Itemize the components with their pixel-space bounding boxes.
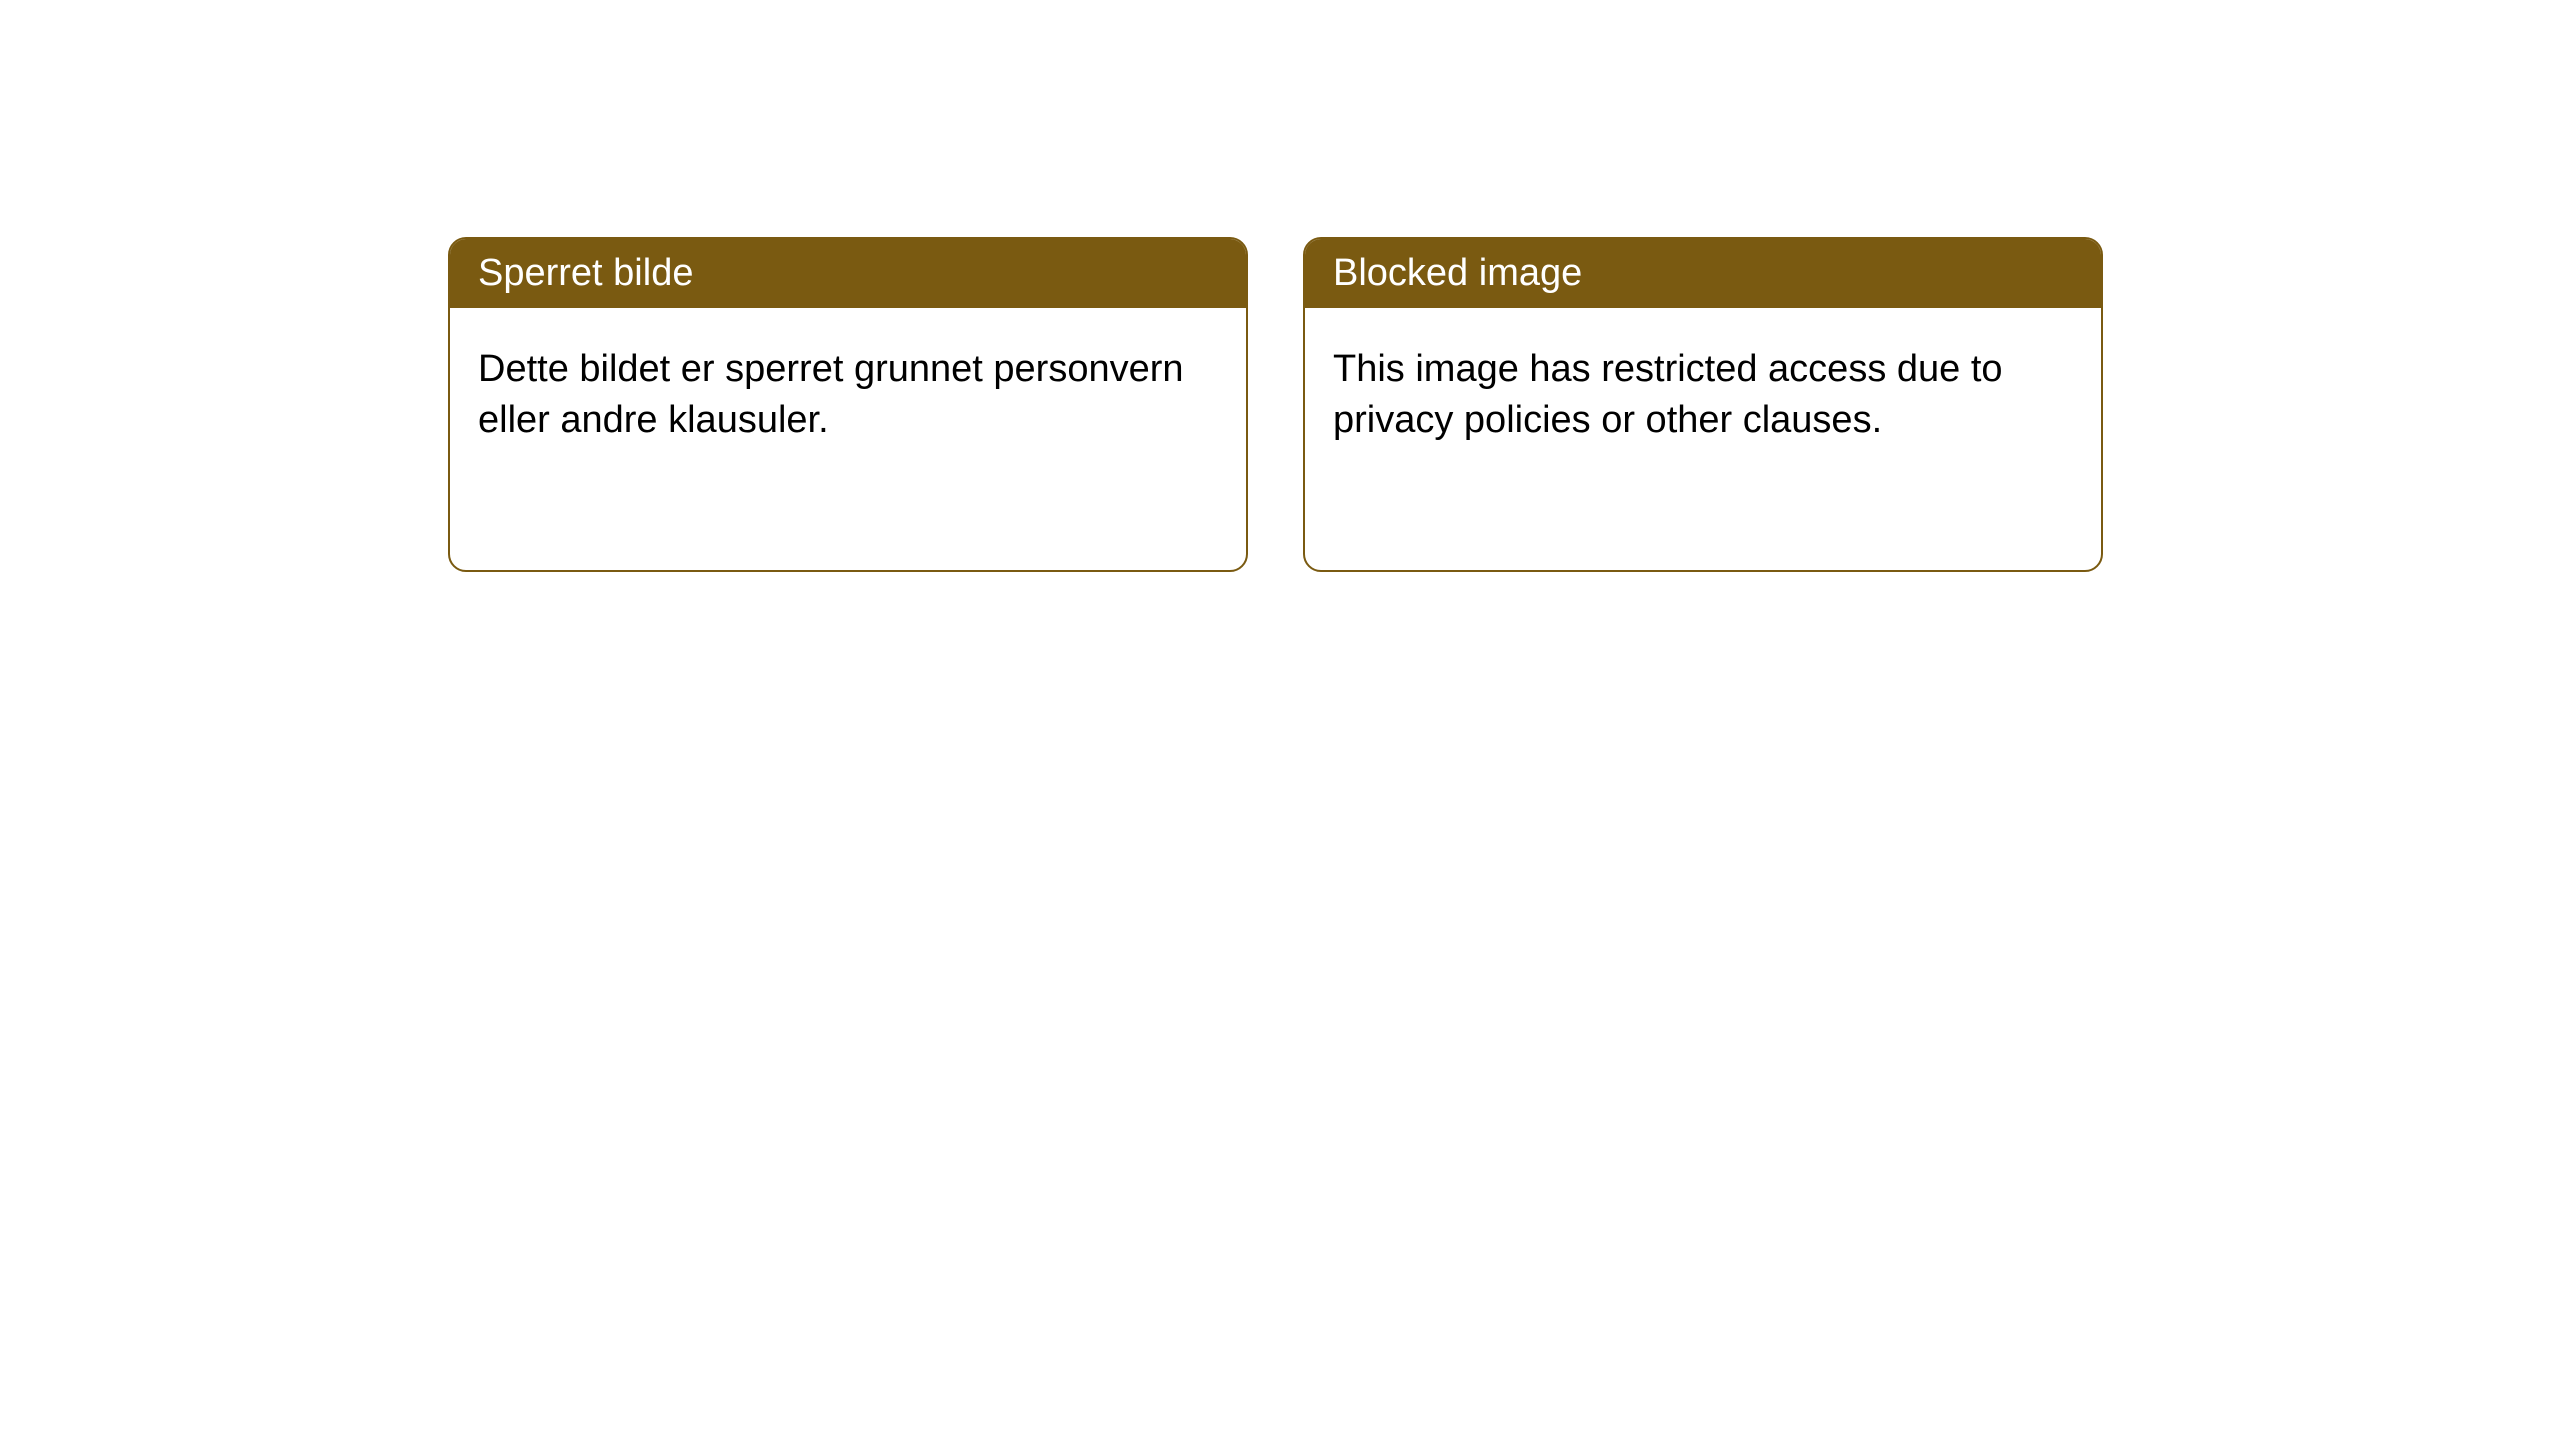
card-header: Sperret bilde: [450, 239, 1246, 308]
notice-card-english: Blocked image This image has restricted …: [1303, 237, 2103, 572]
notice-card-norwegian: Sperret bilde Dette bildet er sperret gr…: [448, 237, 1248, 572]
card-body: Dette bildet er sperret grunnet personve…: [450, 308, 1246, 483]
card-body: This image has restricted access due to …: [1305, 308, 2101, 483]
card-title: Sperret bilde: [478, 252, 693, 294]
card-body-text: Dette bildet er sperret grunnet personve…: [478, 348, 1184, 441]
card-header: Blocked image: [1305, 239, 2101, 308]
notice-container: Sperret bilde Dette bildet er sperret gr…: [448, 237, 2103, 572]
card-title: Blocked image: [1333, 252, 1582, 294]
card-body-text: This image has restricted access due to …: [1333, 348, 2003, 441]
